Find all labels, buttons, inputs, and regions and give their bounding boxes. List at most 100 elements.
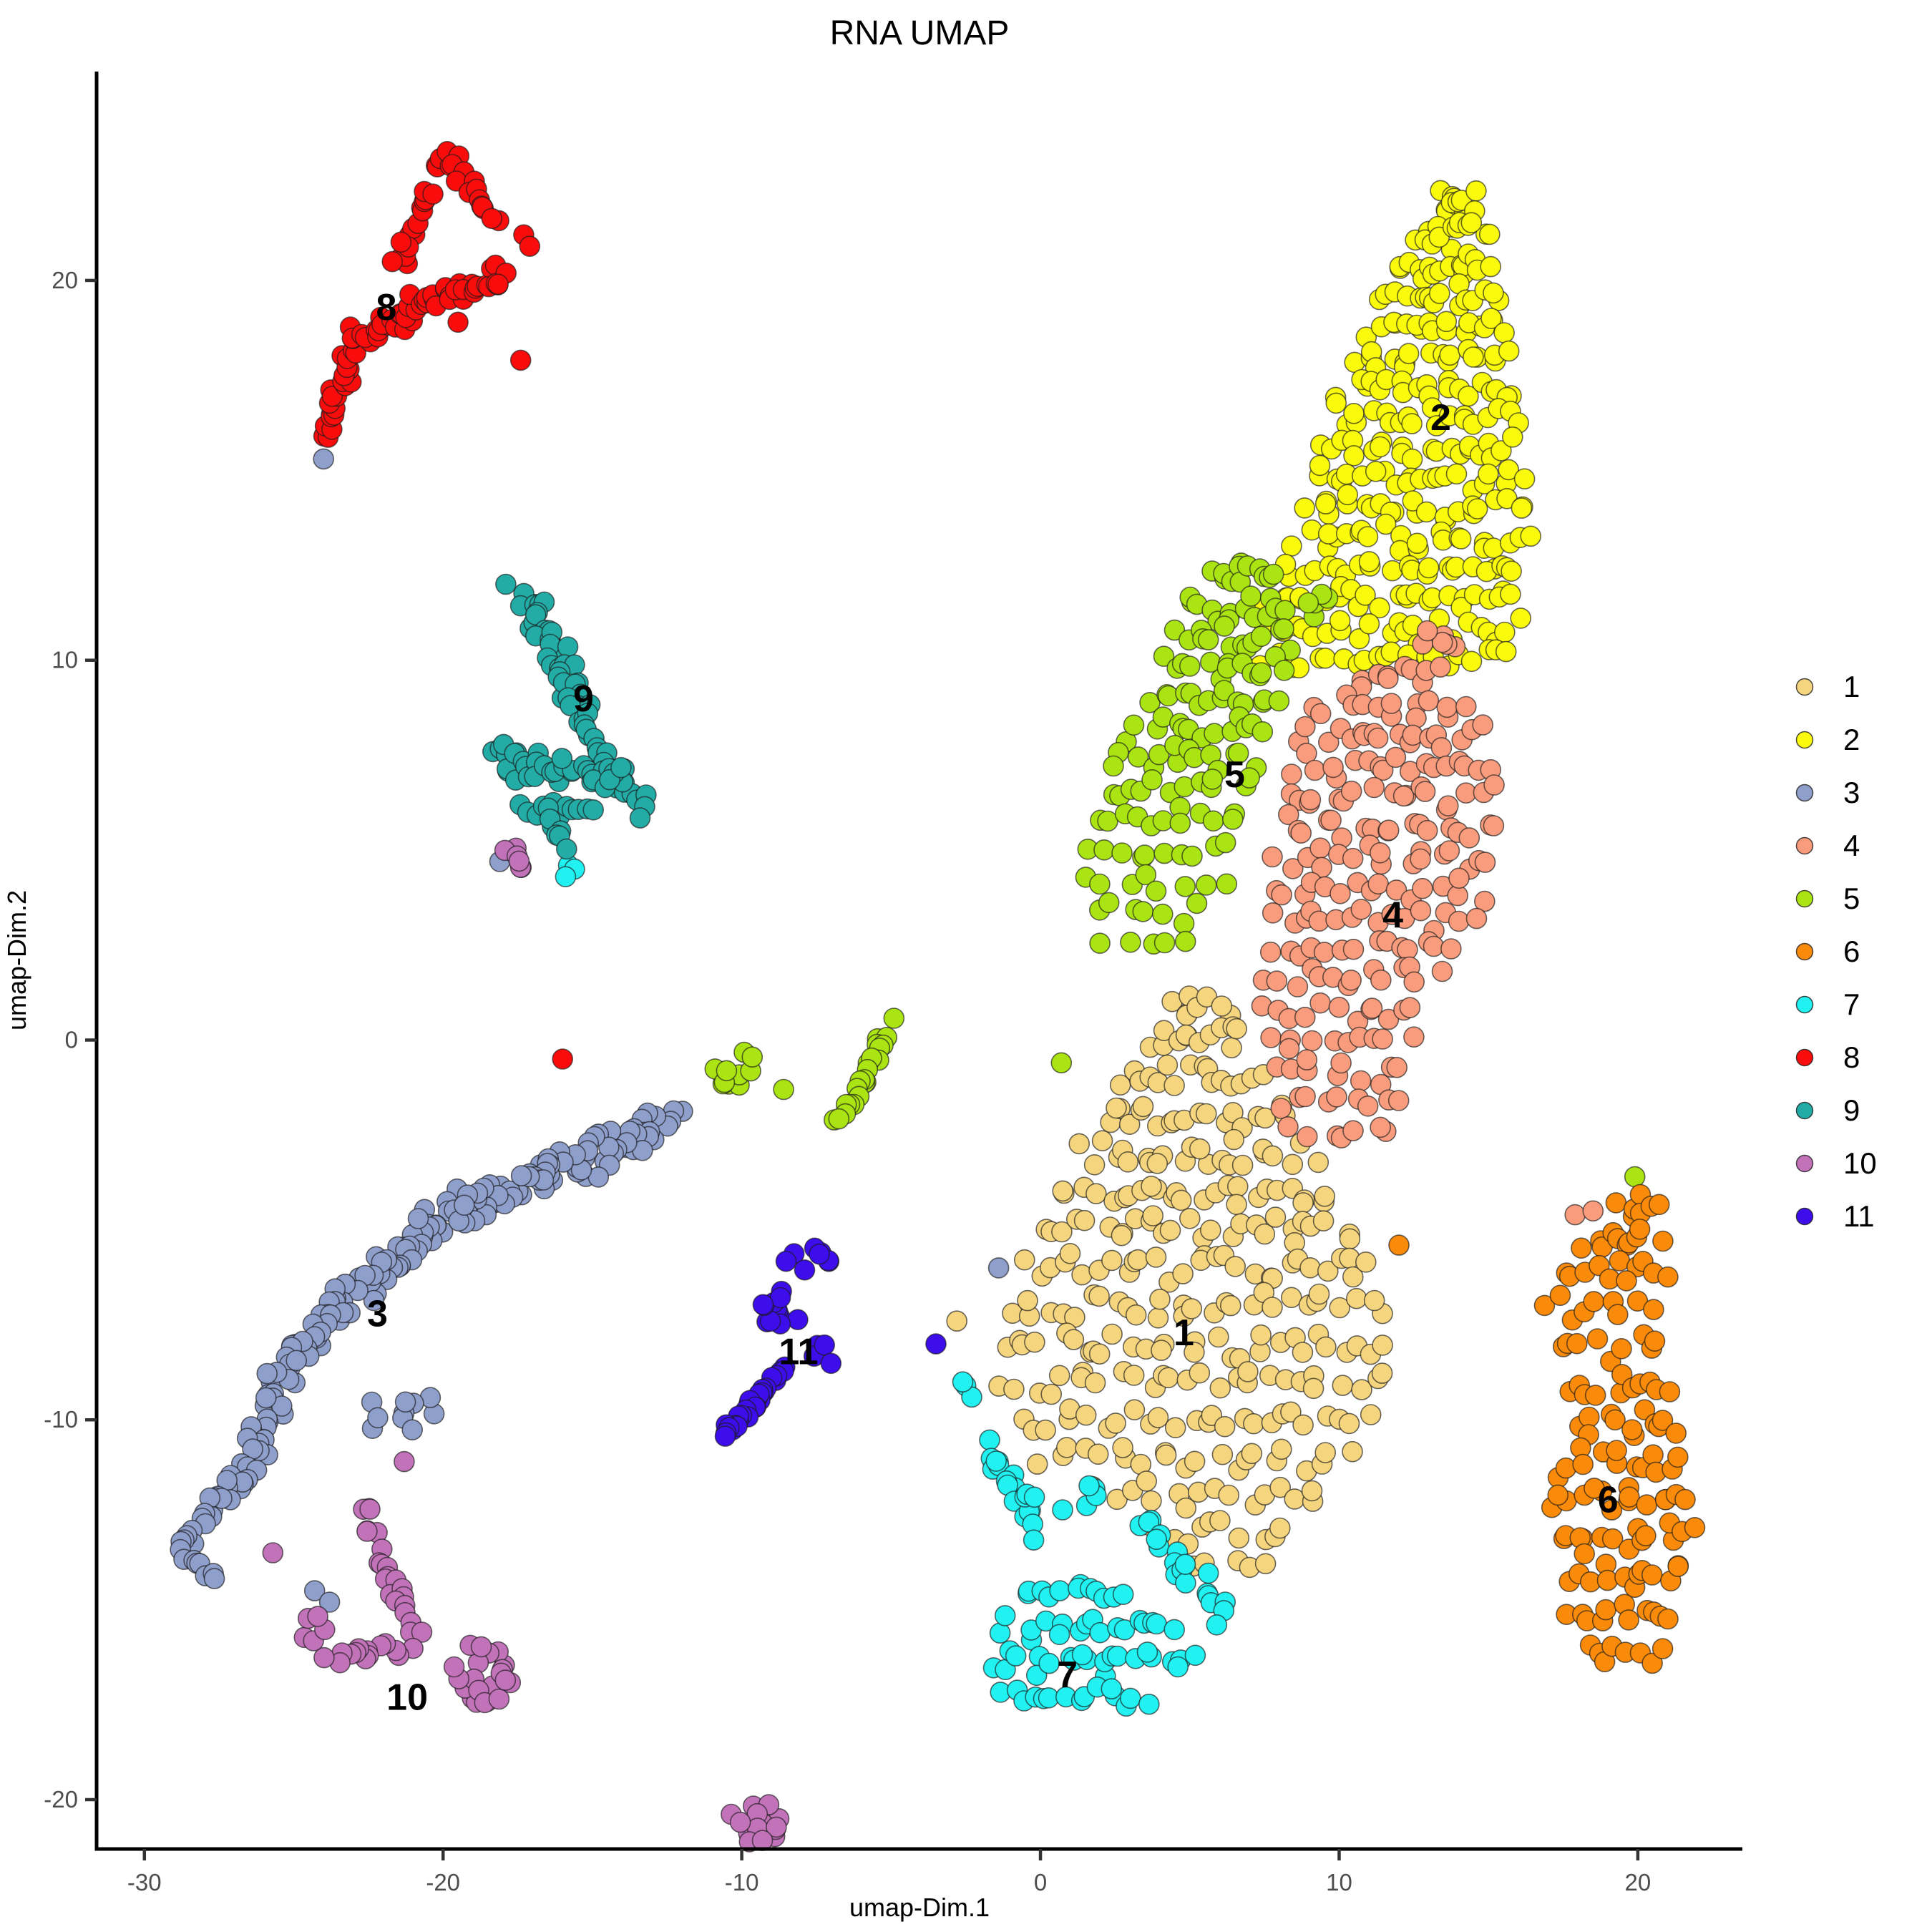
data-point-cluster-1 [1084, 1372, 1106, 1394]
data-point-cluster-4 [1430, 737, 1453, 758]
data-point-cluster-7 [1038, 1652, 1060, 1674]
data-point-cluster-6 [1635, 1525, 1657, 1546]
data-point-cluster-4 [1367, 727, 1389, 749]
data-point-cluster-6 [1611, 1338, 1632, 1360]
data-point-cluster-4 [1423, 935, 1445, 957]
data-point-cluster-1 [1281, 1287, 1302, 1309]
data-point-cluster-5 [1123, 714, 1145, 736]
data-point-cluster-2 [1498, 459, 1519, 481]
data-point-cluster-5 [1174, 930, 1196, 952]
data-point-cluster-1 [1223, 1128, 1245, 1151]
data-point-cluster-2 [1498, 340, 1520, 362]
data-point-cluster-2 [1358, 613, 1380, 635]
data-point-cluster-6 [1643, 1299, 1664, 1320]
data-point-cluster-3 [318, 1591, 341, 1613]
data-point-cluster-2 [1445, 463, 1468, 485]
data-point-cluster-2 [1325, 392, 1347, 414]
data-point-cluster-1 [1221, 1037, 1242, 1059]
data-point-cluster-4 [1260, 1027, 1282, 1048]
cluster-label-11: 11 [779, 1332, 818, 1373]
data-point-cluster-1 [1184, 1342, 1205, 1363]
data-point-cluster-4 [1309, 992, 1331, 1014]
data-point-cluster-5 [1262, 563, 1284, 585]
data-point-cluster-4 [1387, 1090, 1410, 1111]
data-point-cluster-4 [1287, 976, 1309, 997]
data-point-cluster-11 [714, 1425, 736, 1447]
cluster-label-4: 4 [1382, 894, 1403, 936]
legend-swatch-8 [1795, 1048, 1814, 1067]
data-point-cluster-4 [1342, 938, 1365, 960]
data-point-cluster-2 [1314, 647, 1336, 669]
data-point-cluster-5 [1152, 903, 1174, 925]
data-point-cluster-9 [557, 636, 579, 658]
data-point-cluster-6 [1674, 1488, 1696, 1511]
data-point-cluster-1 [1156, 1054, 1179, 1076]
data-point-cluster-10 [494, 1669, 517, 1691]
data-point-cluster-1 [1063, 1329, 1085, 1350]
data-point-cluster-5 [1196, 874, 1217, 896]
legend-label-5: 5 [1843, 882, 1860, 915]
data-point-cluster-1 [1153, 1020, 1175, 1041]
data-point-cluster-4 [1377, 668, 1399, 689]
data-point-cluster-10 [356, 1521, 378, 1542]
data-point-cluster-4 [1414, 781, 1436, 802]
data-point-cluster-5 [1153, 932, 1176, 954]
data-point-cluster-2 [1358, 551, 1380, 572]
data-point-cluster-1 [1136, 1470, 1157, 1492]
data-point-cluster-4 [1270, 1098, 1292, 1119]
data-point-cluster-1 [1222, 1102, 1244, 1123]
data-point-cluster-8 [447, 311, 469, 333]
data-point-cluster-2 [1435, 311, 1458, 333]
data-point-cluster-1 [1280, 1401, 1302, 1423]
data-point-cluster-4 [1342, 847, 1364, 869]
data-point-cluster-1 [1363, 1289, 1385, 1312]
data-point-cluster-11 [820, 1352, 842, 1375]
data-point-cluster-1 [1292, 1342, 1314, 1363]
data-point-cluster-4 [1296, 1049, 1318, 1070]
data-point-cluster-1 [1241, 1443, 1263, 1465]
data-point-cluster-1 [1051, 1221, 1073, 1243]
legend-swatch-10 [1795, 1154, 1814, 1173]
data-point-cluster-1 [1254, 1553, 1277, 1575]
data-point-cluster-1 [1200, 1219, 1221, 1241]
data-point-cluster-6 [1616, 1270, 1637, 1292]
data-point-cluster-4 [1290, 822, 1312, 844]
data-point-cluster-3 [303, 1580, 326, 1601]
data-point-cluster-7 [1120, 1687, 1141, 1709]
data-point-cluster-9 [555, 838, 577, 860]
data-point-cluster-2 [1281, 535, 1302, 557]
data-point-cluster-1 [1083, 1154, 1106, 1176]
data-point-cluster-2 [1418, 557, 1440, 579]
legend-swatch-2 [1795, 731, 1814, 749]
data-point-cluster-6 [1648, 1194, 1670, 1216]
data-point-cluster-2 [1480, 308, 1502, 329]
data-point-cluster-4 [1278, 804, 1299, 826]
data-point-cluster-1 [1338, 1413, 1360, 1435]
data-point-cluster-2 [1502, 426, 1523, 448]
data-point-cluster-2 [1493, 322, 1515, 343]
data-point-cluster-5 [1240, 585, 1262, 607]
data-point-cluster-4 [1296, 743, 1317, 764]
data-point-cluster-3 [255, 1387, 277, 1409]
data-point-cluster-1 [1208, 1326, 1229, 1348]
axes-layer: -30 -20 -10 0 10 20 20 10 0 -10 -20 [44, 72, 1742, 1896]
data-point-cluster-7 [1206, 1614, 1228, 1636]
data-point-cluster-5 [1273, 660, 1295, 681]
data-point-cluster-6 [1652, 1230, 1674, 1252]
data-point-cluster-4 [1582, 1200, 1604, 1222]
data-point-cluster-6 [1596, 1569, 1619, 1591]
points-layer [170, 141, 1706, 1853]
data-point-cluster-5 [1103, 755, 1124, 777]
data-point-cluster-7 [1071, 1644, 1093, 1666]
data-point-cluster-4 [1372, 759, 1394, 781]
data-point-cluster-3 [363, 1289, 385, 1312]
cluster-label-1: 1 [1174, 1312, 1194, 1354]
data-point-cluster-2 [1463, 346, 1484, 368]
data-point-cluster-4 [1361, 997, 1383, 1019]
data-point-cluster-4 [1372, 1028, 1393, 1050]
data-point-cluster-5 [1297, 592, 1319, 614]
data-point-cluster-3 [394, 1391, 416, 1413]
data-point-cluster-6 [1586, 1328, 1609, 1350]
data-point-cluster-4 [1386, 1057, 1407, 1078]
